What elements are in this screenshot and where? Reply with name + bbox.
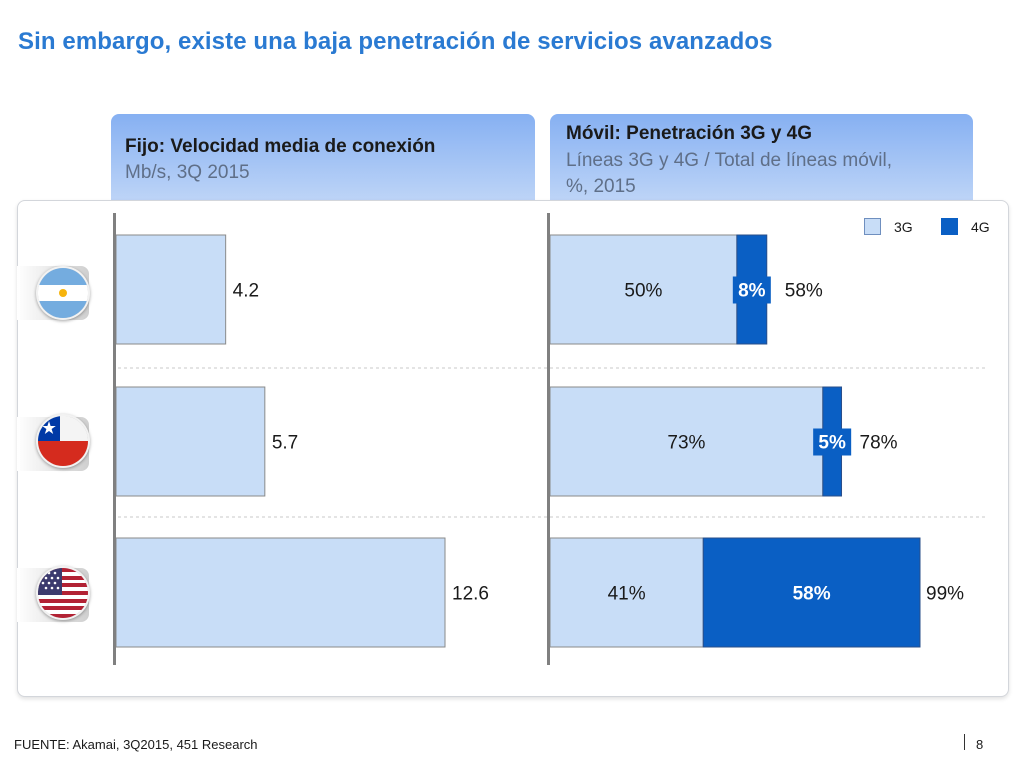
fixed-speed-bar <box>115 386 266 497</box>
mobile-3g-value-label: 41% <box>608 584 646 605</box>
mobile-4g-value-label: 5% <box>818 433 846 454</box>
source-footnote: FUENTE: Akamai, 3Q2015, 451 Research <box>14 737 258 752</box>
fixed-speed-header-subtitle: Mb/s, 3Q 2015 <box>125 162 250 183</box>
mobile-3g-value-label: 50% <box>624 281 662 302</box>
mobile-penetration-header-subtitle-line1: Líneas 3G y 4G / Total de líneas móvil, <box>566 150 892 171</box>
usa-flag-icon <box>38 568 88 618</box>
page-number: 8 <box>976 737 984 752</box>
mobile-penetration-header-title: Móvil: Penetración 3G y 4G <box>566 123 813 144</box>
page-title: Sin embargo, existe una baja penetración… <box>18 28 773 55</box>
mobile-4g-value-label: 58% <box>793 584 831 605</box>
legend-label-3g: 3G <box>894 219 913 235</box>
mobile-3g-bar <box>549 537 704 648</box>
mobile-total-label: 99% <box>926 584 964 605</box>
fixed-speed-header-title: Fijo: Velocidad media de conexión <box>125 136 436 157</box>
mobile-4g-value-label: 8% <box>738 281 766 302</box>
mobile-4g-label-box <box>732 276 771 304</box>
legend-swatch-4g <box>941 218 958 235</box>
mobile-total-label: 78% <box>860 433 898 454</box>
page-number-separator <box>964 734 965 750</box>
fixed-speed-bar <box>115 537 446 648</box>
mobile-penetration-header-subtitle-line2: %, 2015 <box>566 176 636 197</box>
fixed-speed-axis <box>113 213 116 665</box>
fixed-speed-value-label: 4.2 <box>233 281 259 302</box>
argentina-flag-icon <box>38 268 88 318</box>
mobile-3g-bar <box>549 386 824 497</box>
mobile-total-label: 58% <box>785 281 823 302</box>
mobile-penetration-axis <box>547 213 550 665</box>
legend-label-4g: 4G <box>971 219 990 235</box>
fixed-speed-value-label: 5.7 <box>272 433 298 454</box>
mobile-4g-bar <box>702 537 921 648</box>
fixed-speed-value-label: 12.6 <box>452 584 489 605</box>
mobile-4g-label-box <box>813 428 852 456</box>
fixed-speed-bar <box>115 234 227 345</box>
legend-swatch-3g <box>864 218 881 235</box>
mobile-3g-bar <box>549 234 738 345</box>
mobile-3g-value-label: 73% <box>667 433 705 454</box>
